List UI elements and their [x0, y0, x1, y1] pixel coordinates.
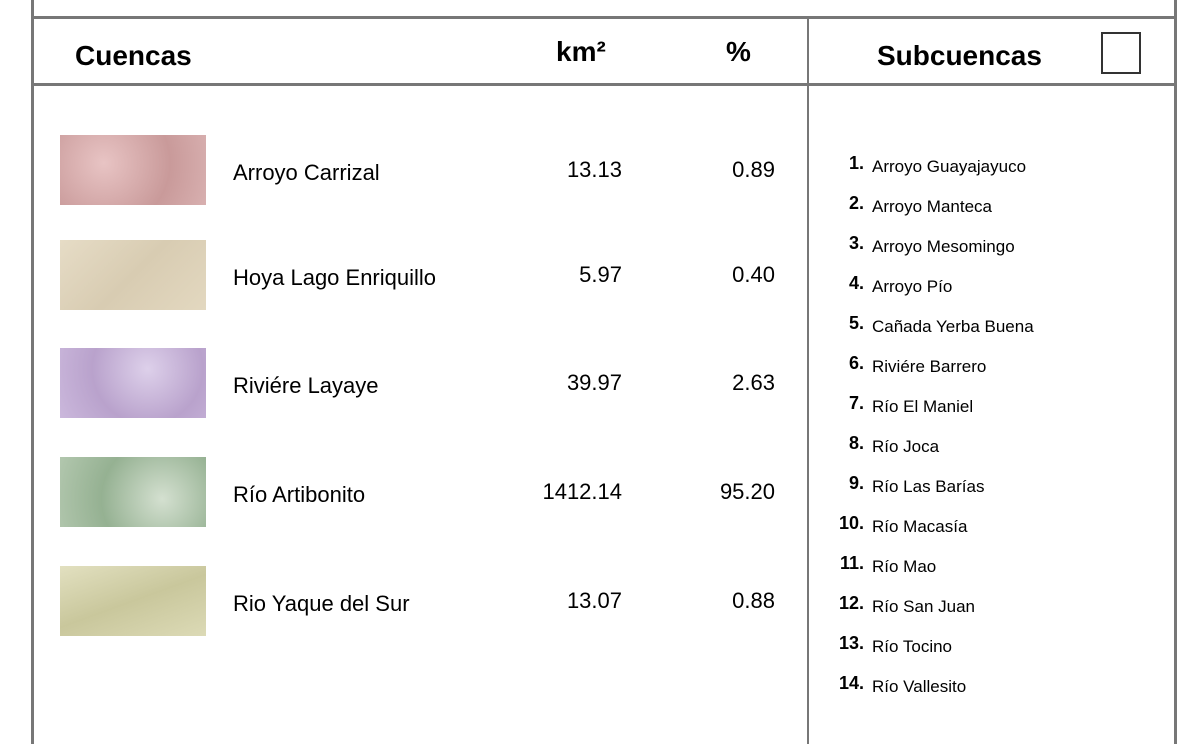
subbasin-name: Riviére Barrero: [872, 357, 986, 377]
subbasin-name: Arroyo Manteca: [872, 197, 992, 217]
subbasin-name: Arroyo Pío: [872, 277, 952, 297]
border-right: [1174, 0, 1177, 744]
basin-swatch: [60, 348, 206, 418]
subbasin-number: 2.: [824, 193, 864, 214]
basin-area: 1412.14: [500, 479, 622, 505]
subbasin-name: Arroyo Mesomingo: [872, 237, 1015, 257]
checkbox[interactable]: [1101, 32, 1141, 74]
basin-percent: 0.88: [660, 588, 775, 614]
subbasin-name: Río Joca: [872, 437, 939, 457]
basin-percent: 0.89: [660, 157, 775, 183]
basin-swatch: [60, 566, 206, 636]
basin-area: 13.07: [500, 588, 622, 614]
legend: Cuencas km² % Subcuencas Arroyo Carrizal…: [0, 0, 1192, 744]
basin-percent: 2.63: [660, 370, 775, 396]
basin-area: 13.13: [500, 157, 622, 183]
header-basins: Cuencas: [75, 40, 192, 72]
basin-percent: 95.20: [660, 479, 775, 505]
header-percent: %: [726, 36, 751, 68]
header-divider: [31, 83, 1177, 86]
subbasin-name: Río Las Barías: [872, 477, 984, 497]
subbasin-name: Río San Juan: [872, 597, 975, 617]
subbasin-name: Arroyo Guayajayuco: [872, 157, 1026, 177]
subbasin-number: 7.: [824, 393, 864, 414]
subbasin-name: Río El Maniel: [872, 397, 973, 417]
basin-name: Río Artibonito: [233, 482, 365, 508]
subbasin-number: 11.: [824, 553, 864, 574]
subbasin-number: 1.: [824, 153, 864, 174]
subbasin-number: 14.: [824, 673, 864, 694]
subbasin-number: 12.: [824, 593, 864, 614]
basin-area: 5.97: [500, 262, 622, 288]
basin-swatch: [60, 135, 206, 205]
subbasin-number: 6.: [824, 353, 864, 374]
subbasin-number: 3.: [824, 233, 864, 254]
basin-name: Arroyo Carrizal: [233, 160, 380, 186]
subbasin-name: Río Vallesito: [872, 677, 966, 697]
header-area: km²: [556, 36, 606, 68]
subbasin-name: Cañada Yerba Buena: [872, 317, 1034, 337]
border-top: [31, 16, 1177, 19]
subbasin-number: 9.: [824, 473, 864, 494]
subbasin-number: 13.: [824, 633, 864, 654]
basin-name: Rio Yaque del Sur: [233, 591, 410, 617]
subbasin-name: Río Tocino: [872, 637, 952, 657]
basin-swatch: [60, 457, 206, 527]
subbasin-name: Río Macasía: [872, 517, 967, 537]
header-subbasins: Subcuencas: [877, 40, 1042, 72]
subbasin-number: 4.: [824, 273, 864, 294]
basin-name: Hoya Lago Enriquillo: [233, 265, 436, 291]
basin-area: 39.97: [500, 370, 622, 396]
basin-swatch: [60, 240, 206, 310]
basin-percent: 0.40: [660, 262, 775, 288]
border-left: [31, 0, 34, 744]
subbasin-number: 10.: [824, 513, 864, 534]
basin-name: Riviére Layaye: [233, 373, 379, 399]
subbasin-number: 5.: [824, 313, 864, 334]
subbasin-name: Río Mao: [872, 557, 936, 577]
subbasin-number: 8.: [824, 433, 864, 454]
column-divider: [807, 16, 809, 744]
